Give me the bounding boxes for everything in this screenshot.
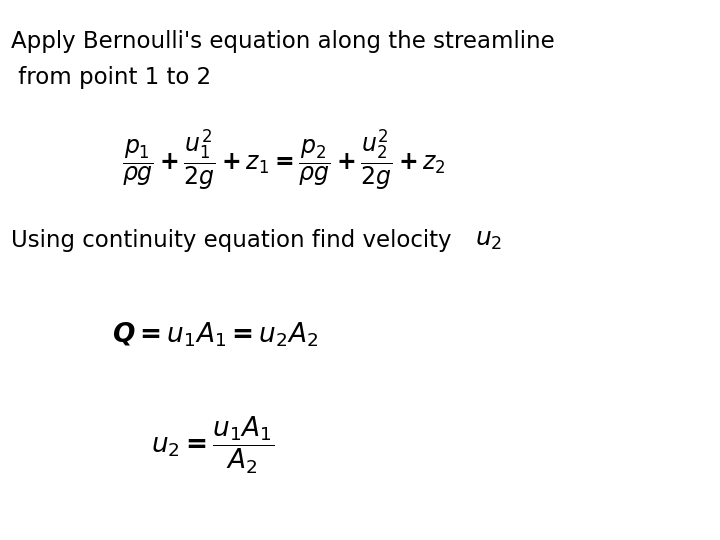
Text: Using continuity equation find velocity: Using continuity equation find velocity [11, 229, 459, 252]
Text: $\boldsymbol{\dfrac{p_1}{\rho g} + \dfrac{u_1^2}{2g} + z_1 = \dfrac{p_2}{\rho g}: $\boldsymbol{\dfrac{p_1}{\rho g} + \dfra… [122, 127, 446, 192]
Text: Apply Bernoulli's equation along the streamline: Apply Bernoulli's equation along the str… [11, 30, 554, 53]
Text: $\boldsymbol{u_2 = \dfrac{u_1 A_1}{A_2}}$: $\boldsymbol{u_2 = \dfrac{u_1 A_1}{A_2}}… [151, 415, 274, 476]
Text: from point 1 to 2: from point 1 to 2 [11, 66, 211, 89]
Text: $\boldsymbol{Q = u_1 A_1 = u_2 A_2}$: $\boldsymbol{Q = u_1 A_1 = u_2 A_2}$ [112, 321, 318, 349]
Text: $\boldsymbol{u_2}$: $\boldsymbol{u_2}$ [475, 228, 503, 252]
